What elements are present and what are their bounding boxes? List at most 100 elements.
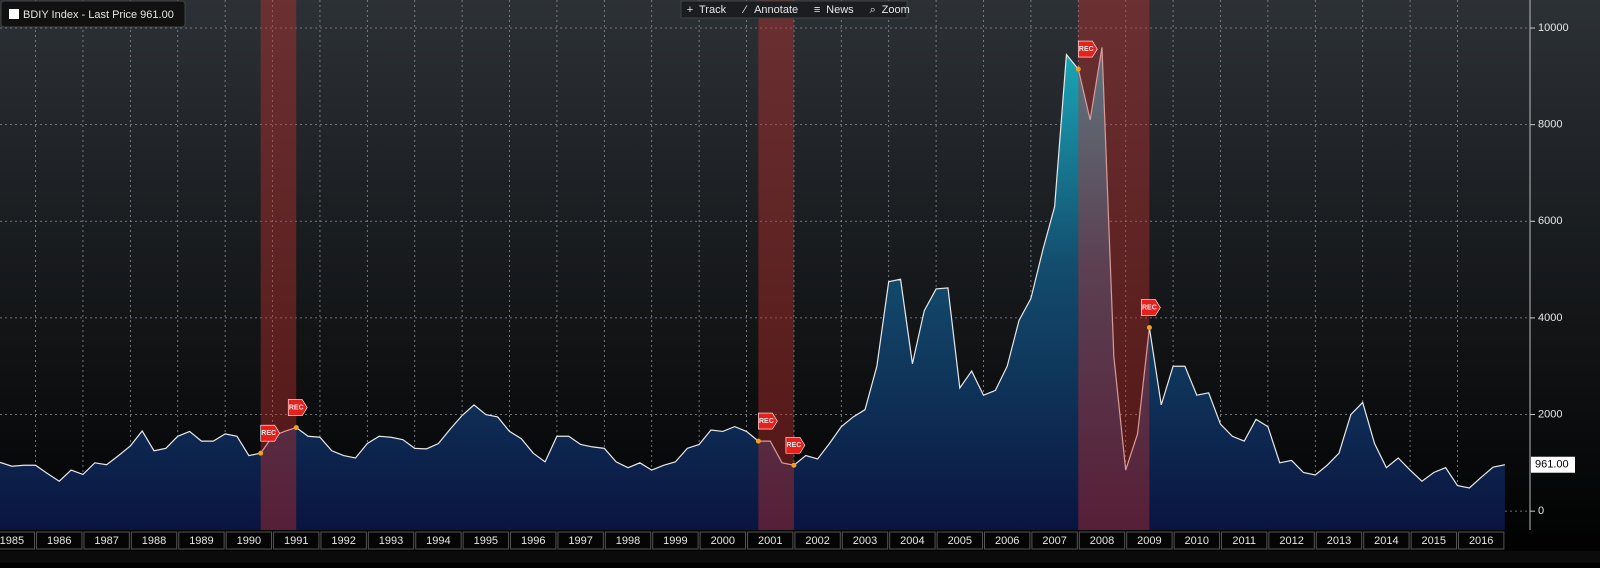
toolbar-button[interactable]: Track <box>699 4 727 16</box>
x-tick-label: 2011 <box>1232 535 1256 547</box>
x-tick-label: 2007 <box>1042 535 1066 547</box>
y-tick-label: 0 <box>1538 505 1544 517</box>
bottom-strip <box>0 551 1600 563</box>
recession-point <box>1075 66 1081 72</box>
x-tick-box <box>1457 531 1505 550</box>
y-tick-label: 4000 <box>1538 312 1562 324</box>
x-tick-box <box>1363 531 1410 550</box>
x-tick-box <box>1173 531 1220 550</box>
x-tick-label: 1990 <box>237 535 261 547</box>
x-tick-box <box>130 531 178 550</box>
x-tick-box <box>273 531 320 550</box>
x-tick-label: 2002 <box>805 535 829 547</box>
recession-point <box>293 425 299 431</box>
y-tick-label: 10000 <box>1538 22 1569 34</box>
recession-point <box>1146 325 1152 331</box>
x-tick-box <box>936 531 984 550</box>
toolbar-icon: + <box>687 4 693 16</box>
x-tick-box <box>841 531 889 550</box>
x-tick-label: 2016 <box>1469 535 1493 547</box>
x-tick-label: 1991 <box>284 535 308 547</box>
x-tick-box <box>0 531 36 550</box>
recession-label: REC <box>759 418 774 425</box>
recession-label: REC <box>1079 46 1094 53</box>
recession-label: REC <box>787 442 802 449</box>
x-tick-label: 2009 <box>1137 535 1161 547</box>
y-tick-label: 2000 <box>1538 408 1562 420</box>
x-tick-box <box>604 531 652 550</box>
recession-point <box>791 462 797 468</box>
x-tick-box <box>699 531 747 550</box>
title-box <box>0 0 186 28</box>
x-tick-label: 1994 <box>426 535 450 547</box>
x-tick-label: 1987 <box>94 535 118 547</box>
x-tick-box <box>320 531 367 550</box>
x-tick-box <box>1031 531 1078 550</box>
recession-flag[interactable] <box>1141 299 1161 316</box>
x-tick-label: 2013 <box>1327 535 1351 547</box>
legend-swatch[interactable] <box>9 9 19 19</box>
recession-flag[interactable] <box>260 424 281 442</box>
x-tick-label: 2004 <box>900 535 924 547</box>
x-tick-label: 1997 <box>568 535 592 547</box>
recession-flag[interactable] <box>1078 40 1098 58</box>
x-tick-box <box>1078 531 1126 550</box>
x-tick-label: 2000 <box>711 535 735 547</box>
x-tick-label: 1993 <box>379 535 403 547</box>
toolbar-icon: ⌕ <box>870 4 876 16</box>
x-tick-label: 2014 <box>1374 535 1398 547</box>
recession-label: REC <box>1142 304 1157 311</box>
x-tick-label: 2008 <box>1090 535 1114 547</box>
recession-flag[interactable] <box>785 436 806 454</box>
last-price-label: 961.00 <box>1535 459 1569 471</box>
toolbar-icon: ≡ <box>814 4 820 16</box>
x-tick-label: 1989 <box>189 535 213 547</box>
recession-band <box>260 0 297 530</box>
x-tick-box <box>367 531 415 550</box>
y-tick-label: 8000 <box>1538 119 1562 131</box>
x-tick-label: 1986 <box>47 535 71 547</box>
toolbar-icon: ∕ <box>741 4 748 16</box>
chart-title: BDIY Index - Last Price 961.00 <box>23 9 174 21</box>
x-tick-label: 2012 <box>1279 535 1303 547</box>
x-tick-label: 2006 <box>995 535 1019 547</box>
x-tick-box <box>510 531 557 550</box>
x-tick-box <box>225 531 273 550</box>
x-tick-box <box>1315 531 1363 550</box>
x-tick-label: 2010 <box>1185 535 1209 547</box>
x-tick-box <box>462 531 510 550</box>
recession-band <box>1078 0 1150 530</box>
recession-label: REC <box>289 404 304 411</box>
x-tick-box <box>557 531 604 550</box>
toolbar-button[interactable]: News <box>826 4 854 16</box>
x-tick-label: 2001 <box>758 535 782 547</box>
recession-flag[interactable] <box>287 399 308 416</box>
x-tick-label: 1998 <box>616 535 640 547</box>
x-tick-box <box>1220 531 1268 550</box>
toolbar-button[interactable]: Annotate <box>754 4 798 16</box>
x-tick-box <box>652 531 699 550</box>
recession-point <box>755 438 761 444</box>
x-tick-label: 2005 <box>948 535 972 547</box>
x-tick-label: 1985 <box>0 535 24 547</box>
x-tick-box <box>178 531 225 550</box>
x-tick-label: 1995 <box>474 535 498 547</box>
x-tick-box <box>794 531 841 550</box>
x-tick-box <box>747 531 794 550</box>
x-tick-label: 1992 <box>331 535 355 547</box>
x-tick-label: 2003 <box>853 535 877 547</box>
toolbar <box>680 0 908 19</box>
x-tick-label: 1999 <box>663 535 687 547</box>
x-tick-box <box>83 531 130 550</box>
x-tick-box <box>1410 531 1457 550</box>
last-price-box <box>1531 456 1575 473</box>
x-tick-label: 1996 <box>521 535 545 547</box>
x-tick-box <box>984 531 1031 550</box>
x-tick-box <box>889 531 936 550</box>
area <box>0 47 1505 530</box>
recession-label: REC <box>261 430 276 437</box>
toolbar-button[interactable]: Zoom <box>882 4 910 16</box>
recession-flag[interactable] <box>758 412 778 430</box>
recession-point <box>258 450 264 456</box>
